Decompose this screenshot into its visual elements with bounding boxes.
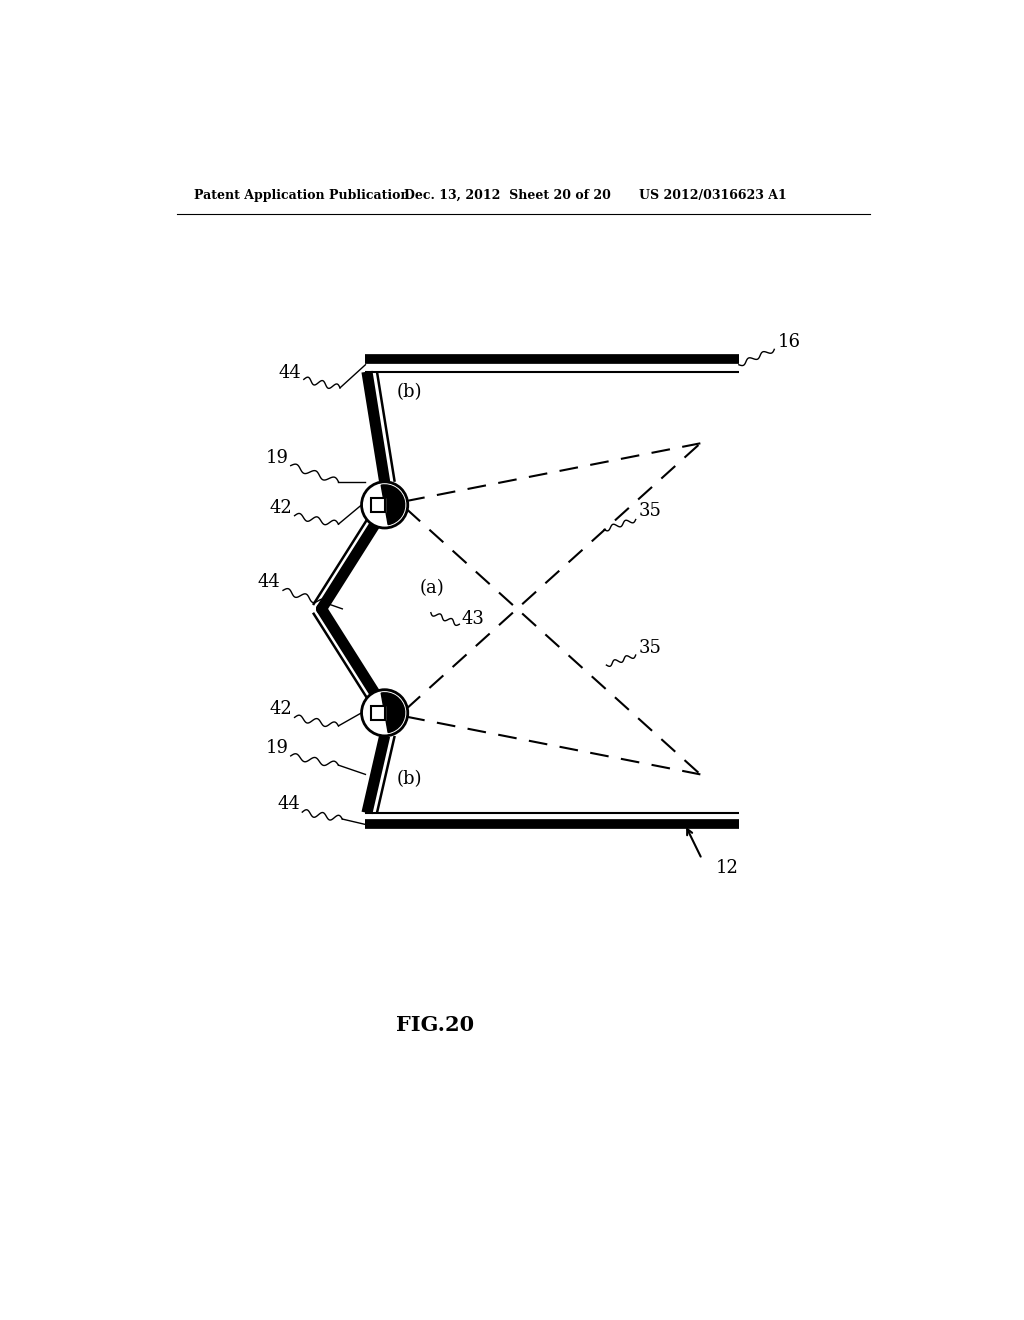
Circle shape [361, 689, 408, 737]
Bar [371, 498, 385, 512]
Text: (a): (a) [419, 579, 444, 598]
Text: (b): (b) [396, 383, 422, 401]
Text: Patent Application Publication: Patent Application Publication [194, 189, 410, 202]
Wedge shape [381, 484, 404, 524]
Text: 19: 19 [265, 739, 289, 756]
Text: 44: 44 [279, 364, 301, 381]
Text: 35: 35 [639, 503, 662, 520]
Bar [371, 706, 385, 719]
Text: 12: 12 [716, 859, 738, 876]
Text: 19: 19 [265, 449, 289, 466]
Text: 35: 35 [639, 639, 662, 657]
Text: US 2012/0316623 A1: US 2012/0316623 A1 [639, 189, 786, 202]
Text: (b): (b) [396, 770, 422, 788]
Text: 42: 42 [269, 499, 292, 516]
Bar [371, 498, 385, 512]
Text: 44: 44 [278, 795, 300, 813]
Text: 42: 42 [269, 701, 292, 718]
Bar [371, 706, 385, 719]
Wedge shape [381, 693, 404, 733]
Text: Dec. 13, 2012  Sheet 20 of 20: Dec. 13, 2012 Sheet 20 of 20 [403, 189, 610, 202]
Text: 43: 43 [462, 610, 484, 628]
Text: 16: 16 [777, 333, 801, 351]
Text: 44: 44 [258, 573, 281, 591]
Circle shape [361, 482, 408, 528]
Text: FIG.20: FIG.20 [395, 1015, 474, 1035]
